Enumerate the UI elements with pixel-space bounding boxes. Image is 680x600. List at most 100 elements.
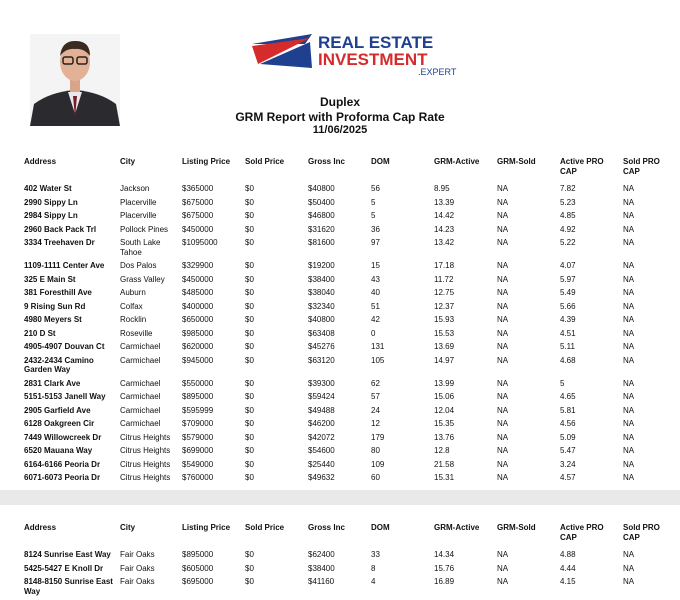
cell: 62: [371, 378, 380, 388]
cell: NA: [623, 563, 635, 573]
cell: 15.35: [434, 419, 455, 428]
cell: 13.99: [434, 378, 455, 388]
listing-row: 3334 Treehaven Dr South Lake Tahoe $109500…: [24, 236, 680, 259]
cell: $0: [245, 184, 254, 193]
cell: 21.58: [434, 459, 455, 469]
cell: $1095000: [182, 238, 218, 247]
cell: NA: [623, 184, 635, 193]
cell: Auburn: [120, 288, 146, 297]
cell: Placerville: [120, 211, 157, 220]
cell: NA: [497, 238, 509, 247]
cell: 5151-5153 Janell Way: [24, 392, 106, 401]
cell: 13.42: [434, 238, 455, 247]
cell: $485000: [182, 288, 214, 297]
listing-row: 7449 Willowcreek Dr Citrus Heights $579000…: [24, 431, 680, 445]
cell: 5.49: [560, 288, 576, 297]
cell: NA: [497, 550, 509, 559]
logo-line: INVESTMENT: [318, 50, 428, 69]
cell: $49632: [308, 473, 335, 482]
cell: 4.15: [560, 577, 576, 586]
cell: 16.89: [434, 577, 455, 586]
cell: Citrus Heights: [120, 446, 171, 455]
cell: 381 Foresthill Ave: [24, 288, 92, 297]
column-header: GRM-Active: [434, 523, 480, 532]
cell: $19200: [308, 261, 335, 270]
cell: $0: [245, 288, 254, 297]
cell: 7449 Willowcreek Dr: [24, 432, 102, 442]
cell: NA: [497, 288, 509, 297]
cell: $42072: [308, 432, 335, 442]
cell: 7.82: [560, 184, 576, 193]
cell: NA: [623, 261, 635, 270]
cell: NA: [623, 274, 635, 284]
cell: NA: [497, 197, 509, 207]
cell: Dos Palos: [120, 261, 157, 270]
cell: $0: [245, 238, 254, 247]
cell: 36: [371, 224, 380, 234]
report-page: REAL ESTATE INVESTMENT .EXPERT Duplex GR…: [0, 0, 680, 490]
cell: 6128 Oakgreen Cir: [24, 419, 95, 428]
cell: 4.56: [560, 419, 576, 428]
cell: 3334 Treehaven Dr: [24, 238, 95, 247]
cell: NA: [497, 342, 509, 351]
cell: 3.24: [560, 459, 576, 469]
cell: 5.81: [560, 405, 576, 415]
cell: 4.85: [560, 211, 576, 220]
cell: $400000: [182, 301, 214, 311]
cell: 14.97: [434, 355, 455, 365]
cell: 8: [371, 563, 376, 573]
cell: $54600: [308, 446, 335, 455]
column-header: Listing Price: [182, 157, 231, 166]
cell: 2990 Sippy Ln: [24, 197, 78, 207]
listing-row: 325 E Main St Grass Valley $450000 $0 $38400…: [24, 273, 680, 287]
cell: 15.06: [434, 392, 455, 401]
cell: NA: [623, 238, 635, 247]
listing-table: Address City Listing Price Sold Price Gross …: [24, 155, 680, 485]
cell: 2984 Sippy Ln: [24, 211, 78, 220]
cell: $49488: [308, 405, 335, 415]
cell: Fair Oaks: [120, 577, 155, 586]
cell: $695000: [182, 577, 214, 586]
cell: 12.04: [434, 405, 455, 415]
cell: $63120: [308, 355, 335, 365]
listing-row: 2905 Garfield Ave Carmichael $595999 $0 $494…: [24, 404, 680, 418]
cell: 8.95: [434, 184, 450, 193]
cell: 2831 Clark Ave: [24, 378, 81, 388]
cell: NA: [623, 355, 635, 365]
cell: 4.39: [560, 315, 576, 324]
cell: 105: [371, 355, 385, 365]
cell: $0: [245, 197, 254, 207]
cell: 5.09: [560, 432, 576, 442]
listing-row: 9 Rising Sun Rd Colfax $400000 $0 $32340 51 12…: [24, 300, 680, 314]
cell: 13.39: [434, 197, 455, 207]
report-page: Address City Listing Price Sold Price Gross …: [0, 505, 680, 600]
cell: $0: [245, 446, 254, 455]
cell: $0: [245, 315, 254, 324]
cell: 80: [371, 446, 380, 455]
cell: 4980 Meyers St: [24, 315, 82, 324]
cell: $0: [245, 563, 254, 573]
cell: NA: [623, 405, 635, 415]
cell: 402 Water St: [24, 184, 72, 193]
header-row: Address City Listing Price Sold Price Gross …: [24, 521, 680, 548]
listing-row: 4980 Meyers St Rocklin $650000 $0 $40800 42 15…: [24, 313, 680, 327]
cell: 1109-1111 Center Ave: [24, 261, 105, 270]
cell: 4.51: [560, 328, 576, 338]
cell: 5.22: [560, 238, 576, 247]
cell: NA: [497, 459, 509, 469]
cell: 60: [371, 473, 380, 482]
cell: Carmichael: [120, 355, 161, 365]
cell: 40: [371, 288, 380, 297]
cell: Carmichael: [120, 405, 161, 415]
cell: $605000: [182, 563, 214, 573]
listing-row: 2960 Back Pack Trl Pollock Pines $450000 $0…: [24, 223, 680, 237]
cell: 5.47: [560, 446, 576, 455]
listing-row: 8148-8150 Sunrise East Way Fair Oaks $6950…: [24, 575, 680, 598]
column-header: GRM-Active: [434, 157, 480, 166]
column-header: GRM-Sold: [497, 157, 536, 166]
column-header: Address: [24, 157, 57, 166]
cell: $760000: [182, 473, 214, 482]
cell: 4.92: [560, 224, 576, 234]
cell: 4.07: [560, 261, 576, 270]
